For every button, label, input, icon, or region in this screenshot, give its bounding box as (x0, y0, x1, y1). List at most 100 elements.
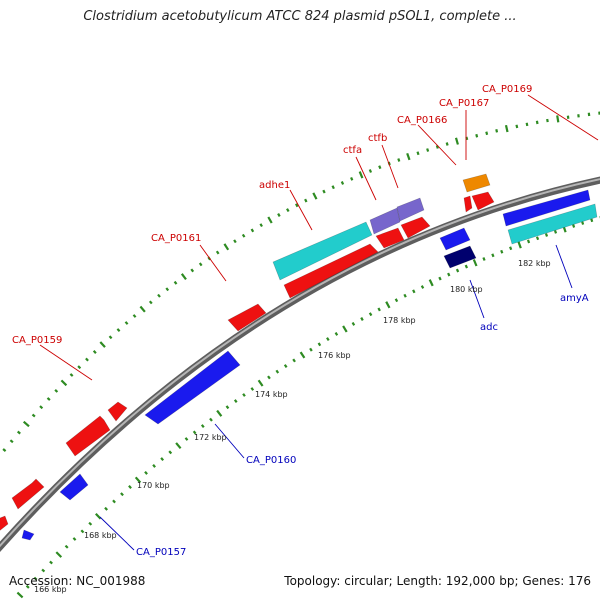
minor-tick (192, 430, 197, 435)
major-tick (55, 551, 63, 558)
minor-tick (515, 124, 519, 129)
minor-tick (209, 417, 213, 422)
gene-label[interactable]: adhe1 (259, 180, 290, 191)
minor-tick (286, 208, 290, 213)
major-tick (406, 152, 411, 161)
gene-arrow[interactable] (272, 221, 373, 281)
minor-tick (572, 224, 576, 228)
minor-tick (526, 239, 531, 244)
minor-tick (112, 499, 116, 504)
minor-tick (331, 185, 335, 190)
minor-tick (144, 470, 148, 475)
minor-tick (317, 342, 322, 347)
minor-tick (509, 246, 513, 251)
callout-line (39, 344, 93, 381)
gene-label[interactable]: CA_P0166 (397, 115, 447, 126)
minor-tick (482, 257, 486, 261)
gene-label[interactable]: CA_P0159 (12, 335, 62, 346)
minor-tick (64, 544, 69, 549)
scale-label: 182 kbp (518, 259, 551, 268)
minor-tick (438, 276, 442, 281)
minor-tick (31, 413, 36, 418)
minor-tick (394, 298, 399, 303)
minor-tick (250, 228, 255, 233)
minor-tick (420, 285, 425, 289)
minor-tick (322, 189, 326, 194)
major-tick (60, 379, 68, 387)
minor-tick (77, 365, 82, 370)
gene-arrow[interactable] (59, 473, 89, 501)
minor-tick (190, 268, 195, 273)
gene-arrow[interactable] (471, 191, 495, 211)
gene-label[interactable]: CA_P0157 (136, 547, 186, 558)
minor-tick (39, 405, 44, 410)
scale-label: 178 kbp (383, 316, 416, 325)
major-tick (267, 216, 273, 224)
gene-arrow[interactable] (11, 478, 45, 510)
gene-label[interactable]: CA_P0160 (246, 455, 296, 466)
gene-label[interactable]: ctfb (368, 133, 387, 144)
minor-tick (535, 120, 539, 125)
gene-arrow[interactable] (463, 195, 473, 213)
minor-tick (351, 321, 356, 326)
gene-label[interactable]: adc (480, 322, 498, 333)
minor-tick (215, 250, 220, 255)
minor-tick (465, 136, 469, 141)
gene-arrow[interactable] (502, 189, 591, 227)
gene-arrow[interactable] (283, 243, 379, 299)
minor-tick (326, 337, 330, 341)
gene-label[interactable]: CA_P0169 (482, 84, 532, 95)
minor-tick (292, 358, 296, 363)
minor-tick (544, 233, 549, 237)
gene-arrow[interactable] (507, 203, 598, 245)
minor-tick (80, 529, 85, 534)
minor-tick (200, 424, 205, 428)
major-tick (517, 241, 522, 249)
major-tick (216, 409, 223, 417)
plasmid-backbone-highlight (0, 178, 600, 548)
gene-label[interactable]: CA_P0167 (439, 98, 489, 109)
gene-arrow[interactable] (65, 415, 111, 457)
gene-arrow[interactable] (21, 529, 35, 541)
gene-label[interactable]: ctfa (343, 145, 362, 156)
gene-arrow[interactable] (0, 515, 9, 532)
minor-tick (350, 176, 354, 181)
gene-arrow[interactable] (439, 227, 471, 251)
major-tick (16, 591, 24, 599)
gene-label[interactable]: CA_P0161 (151, 233, 201, 244)
gene-arrow[interactable] (107, 401, 128, 422)
gene-arrow[interactable] (375, 227, 405, 249)
minor-tick (553, 230, 558, 234)
callout-line (527, 94, 599, 141)
gene-labels: CA_P0159 CA_P0161 adhe1 ctfa ctfb CA_P0166 CA_… (12, 84, 589, 558)
minor-tick (233, 399, 238, 403)
gene-arrow[interactable] (396, 197, 425, 222)
minor-tick (165, 287, 170, 292)
minor-tick (397, 158, 401, 162)
gene-arrow[interactable] (227, 303, 267, 332)
callout-line (381, 144, 399, 189)
gene-arrow[interactable] (369, 207, 401, 235)
gene-arrow[interactable] (462, 173, 491, 193)
gene-arrow[interactable] (144, 350, 241, 425)
minor-tick (173, 280, 178, 285)
minor-tick (475, 133, 479, 138)
minor-tick (590, 218, 594, 223)
minor-tick (447, 272, 451, 277)
major-tick (504, 124, 509, 133)
minor-tick (54, 389, 59, 393)
gene-arrow[interactable] (443, 245, 477, 269)
inner-tick-ring (16, 216, 600, 599)
major-tick (428, 279, 434, 287)
callout-line (469, 279, 485, 319)
major-tick (94, 512, 102, 520)
minor-tick (259, 223, 263, 228)
gene-arrow[interactable] (400, 216, 431, 239)
callout-line (99, 516, 135, 551)
gene-label[interactable]: amyA (560, 293, 589, 304)
minor-tick (416, 151, 420, 156)
minor-tick (152, 464, 156, 468)
minor-tick (2, 448, 7, 452)
minor-tick (546, 118, 549, 123)
